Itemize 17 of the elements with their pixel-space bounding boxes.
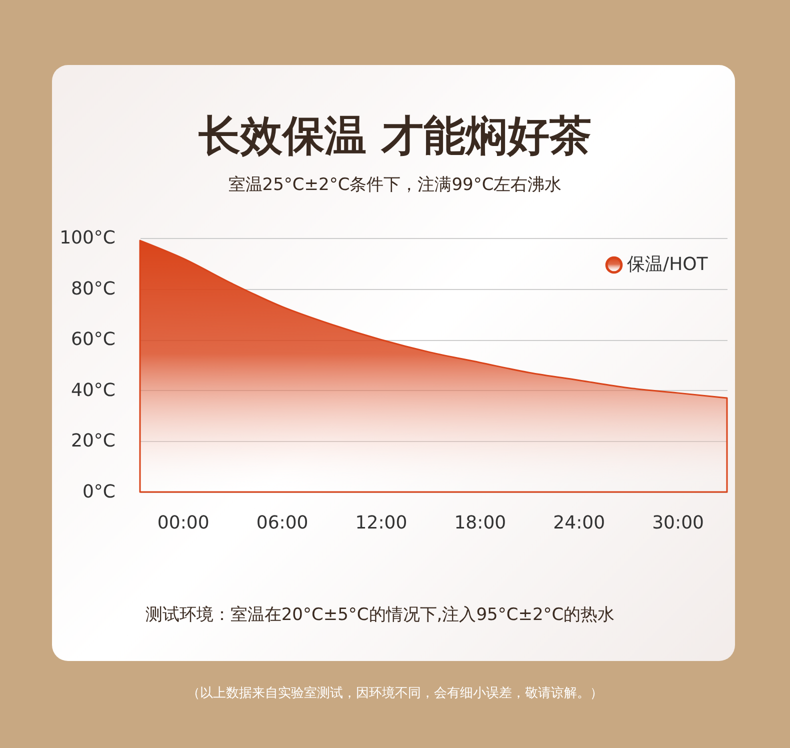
x-tick-label: 30:00	[652, 512, 704, 534]
y-tick-label: 0°C	[82, 482, 116, 502]
y-tick-label: 100°C	[60, 228, 116, 248]
x-tick-label: 18:00	[454, 512, 506, 534]
chart-title: 长效保温 才能焖好茶	[198, 110, 592, 162]
text: 测试环境：室温在20°C±5°C的情况下,注入95°C±2°C的热水	[144, 604, 616, 626]
y-tick-label: 20°C	[71, 430, 116, 452]
y-tick-label: 40°C	[71, 380, 116, 401]
x-tick-label: 06:00	[256, 512, 308, 534]
y-tick-label: 60°C	[71, 329, 116, 350]
x-tick-label: 12:00	[355, 512, 408, 534]
chart-subtitle: 室温25°C±2°C条件下，注满99°C左右沸水	[227, 174, 563, 196]
legend-label: 保温/HOT	[627, 254, 709, 275]
x-tick-label: 00:00	[157, 512, 210, 534]
y-tick-label: 80°C	[71, 278, 116, 300]
x-tick-label: 24:00	[553, 512, 606, 534]
text: （以上数据来自实验室测试，因环境不同，会有细小误差，敬请谅解。）	[186, 685, 604, 702]
